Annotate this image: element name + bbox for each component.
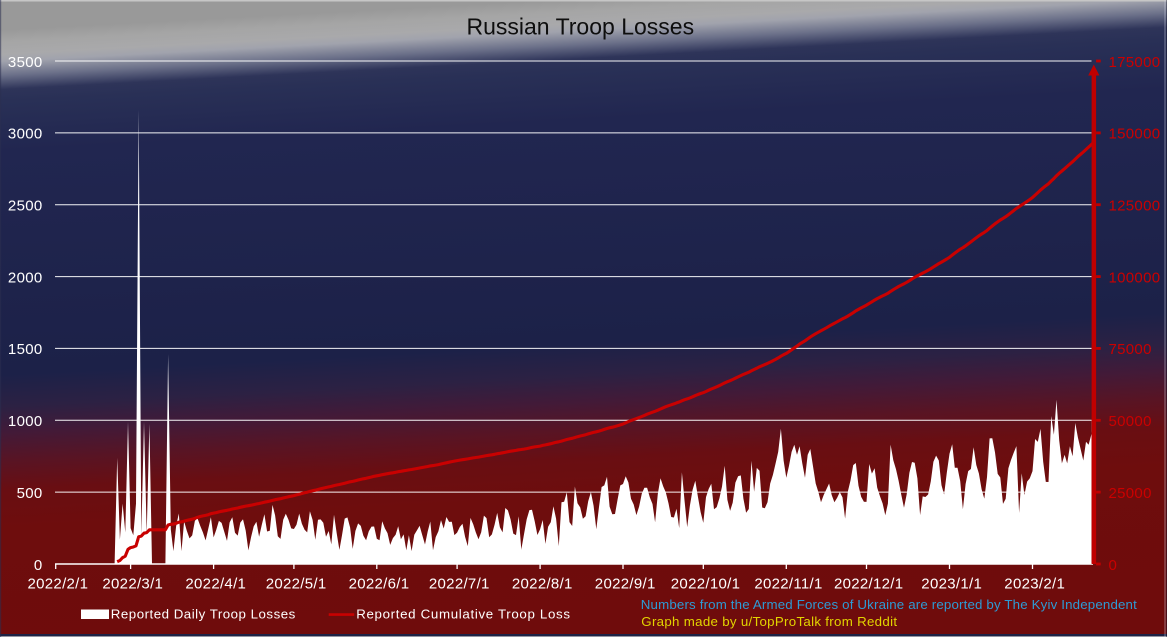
svg-text:Reported Cumulative Troop Loss: Reported Cumulative Troop Loss — [356, 607, 570, 622]
svg-text:2022/7/1: 2022/7/1 — [429, 575, 490, 592]
svg-text:2022/9/1: 2022/9/1 — [595, 575, 656, 592]
svg-text:Graph made by u/TopProTalk fro: Graph made by u/TopProTalk from Reddit — [641, 614, 897, 629]
svg-text:2022/10/1: 2022/10/1 — [671, 575, 740, 592]
svg-text:3000: 3000 — [8, 126, 43, 143]
svg-text:100000: 100000 — [1109, 269, 1161, 286]
svg-text:2022/5/1: 2022/5/1 — [266, 575, 327, 592]
svg-text:2022/6/1: 2022/6/1 — [349, 575, 410, 592]
svg-text:2022/12/1: 2022/12/1 — [834, 575, 903, 592]
svg-text:2500: 2500 — [8, 198, 43, 215]
svg-text:75000: 75000 — [1109, 341, 1152, 358]
svg-text:150000: 150000 — [1109, 126, 1161, 143]
svg-text:2023/1/1: 2023/1/1 — [921, 575, 982, 592]
svg-text:2022/2/1: 2022/2/1 — [28, 575, 89, 592]
svg-text:175000: 175000 — [1109, 54, 1161, 71]
svg-text:125000: 125000 — [1109, 198, 1161, 215]
svg-text:Numbers from the Armed Forces: Numbers from the Armed Forces of Ukraine… — [641, 597, 1137, 612]
svg-text:2000: 2000 — [8, 269, 43, 286]
svg-text:2022/11/1: 2022/11/1 — [754, 575, 822, 592]
svg-text:500: 500 — [17, 485, 43, 502]
svg-text:1500: 1500 — [8, 341, 43, 358]
svg-text:2022/4/1: 2022/4/1 — [185, 575, 246, 592]
svg-text:3500: 3500 — [8, 54, 43, 71]
svg-text:2023/2/1: 2023/2/1 — [1004, 575, 1065, 592]
svg-text:0: 0 — [34, 557, 43, 574]
svg-text:50000: 50000 — [1109, 413, 1152, 430]
svg-text:25000: 25000 — [1109, 485, 1152, 502]
svg-text:Russian Troop Losses: Russian Troop Losses — [467, 13, 695, 39]
svg-text:0: 0 — [1109, 557, 1118, 574]
svg-text:2022/3/1: 2022/3/1 — [102, 575, 163, 592]
svg-text:1000: 1000 — [8, 413, 43, 430]
svg-text:Reported Daily Troop Losses: Reported Daily Troop Losses — [111, 607, 296, 622]
svg-text:2022/8/1: 2022/8/1 — [512, 575, 573, 592]
